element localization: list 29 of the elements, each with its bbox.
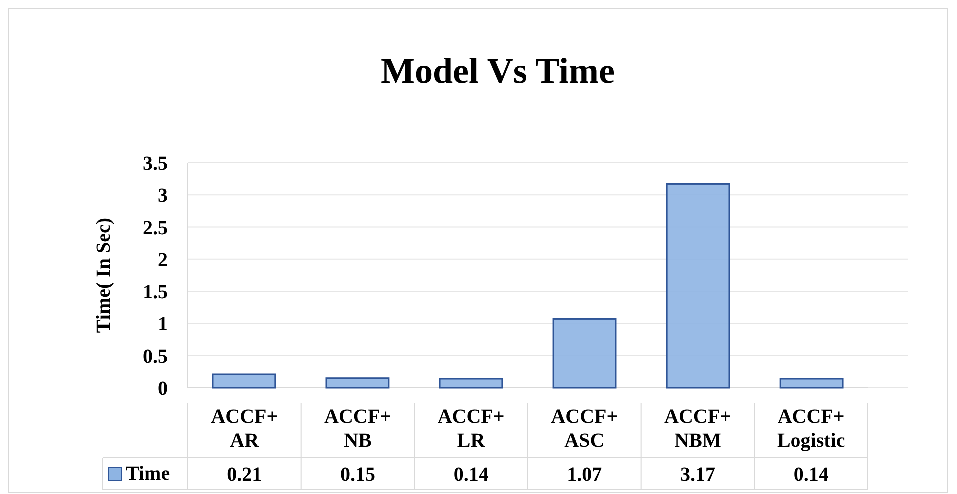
bar <box>439 378 504 389</box>
x-tick-label: ACCF+ ASC <box>551 406 618 452</box>
y-tick-label: 3.5 <box>143 153 168 175</box>
x-tick-label: ACCF+ NBM <box>664 406 732 452</box>
legend-label: Time <box>126 463 170 485</box>
data-label: 0.14 <box>454 464 489 486</box>
bar <box>212 374 276 389</box>
y-tick-label: 0.5 <box>143 346 168 368</box>
bar <box>666 183 730 389</box>
x-tick-label: ACCF+ AR <box>211 406 278 452</box>
y-tick-label: 1.5 <box>143 282 168 304</box>
x-tick-label: ACCF+ Logistic <box>777 406 846 452</box>
bar <box>552 318 617 389</box>
y-tick-label: 2 <box>158 249 168 272</box>
bar <box>326 378 390 389</box>
data-label: 0.21 <box>227 464 262 486</box>
data-label: 0.14 <box>794 464 829 486</box>
bar <box>780 378 844 389</box>
data-label: 0.15 <box>340 464 376 486</box>
chart-title: Model Vs Time <box>380 51 616 91</box>
y-tick-label: 3 <box>158 185 168 208</box>
y-tick-label: 0 <box>158 378 168 400</box>
data-label: 1.07 <box>567 464 602 486</box>
x-tick-label: ACCF+ LR <box>438 406 505 452</box>
x-tick-label: ACCF+ NB <box>324 406 392 452</box>
y-tick-label: 2.5 <box>143 217 168 240</box>
data-label: 3.17 <box>680 464 716 486</box>
y-tick-label: 1 <box>158 314 168 336</box>
y-axis-title: Time( In Sec) <box>93 218 115 334</box>
